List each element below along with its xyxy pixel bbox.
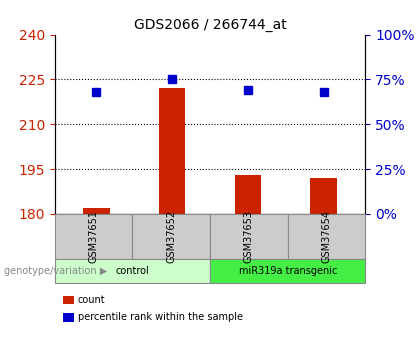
Bar (159, 88, 185, 214)
Bar (310, 178, 337, 214)
Bar (235, 175, 261, 214)
Text: GSM37653: GSM37653 (244, 210, 254, 263)
Text: genotype/variation ▶: genotype/variation ▶ (4, 266, 108, 276)
Text: percentile rank within the sample: percentile rank within the sample (78, 313, 243, 322)
Text: GSM37651: GSM37651 (89, 210, 98, 263)
Text: miR319a transgenic: miR319a transgenic (239, 266, 337, 276)
Text: GSM37654: GSM37654 (322, 210, 331, 263)
Text: control: control (116, 266, 149, 276)
Bar (83, 208, 110, 214)
Title: GDS2066 / 266744_at: GDS2066 / 266744_at (134, 18, 286, 32)
Text: count: count (78, 295, 105, 305)
Text: GSM37652: GSM37652 (166, 210, 176, 263)
